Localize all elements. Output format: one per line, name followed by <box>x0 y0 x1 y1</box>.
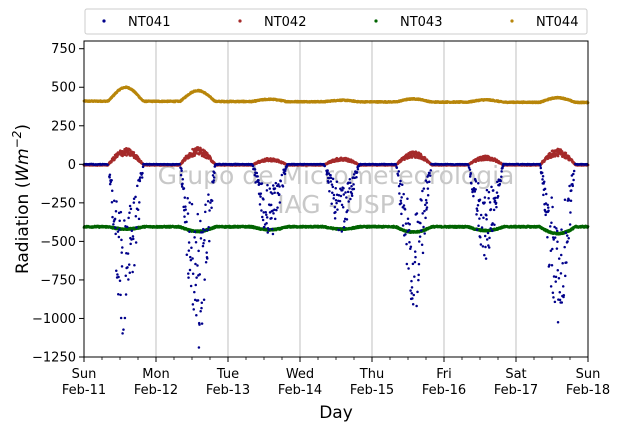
data-point-nt042 <box>121 154 124 158</box>
series-nt043 <box>82 224 590 236</box>
data-point-nt042 <box>196 146 200 149</box>
data-point-nt042 <box>132 151 136 154</box>
data-point-nt042 <box>423 156 427 159</box>
x-gridlines <box>155 41 517 357</box>
watermark: Grupo de Micrometeorologia IAG - USP <box>158 161 515 219</box>
series-layer <box>82 85 590 349</box>
series-nt044 <box>82 85 590 105</box>
